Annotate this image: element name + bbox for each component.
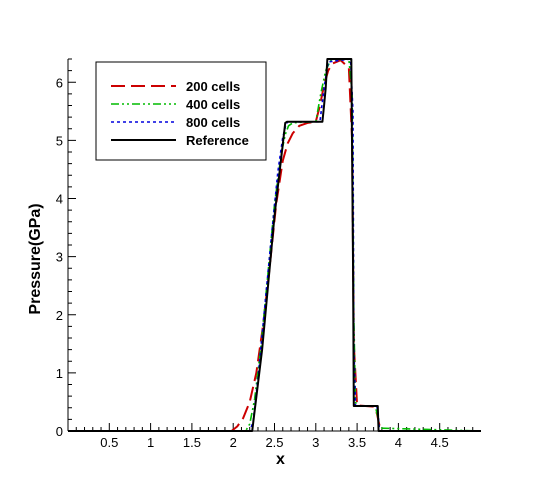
x-tick-label: 1 [147,435,154,450]
x-tick-label: 0.5 [100,435,118,450]
y-tick-label: 2 [56,308,63,323]
series-lines [68,58,482,432]
y-tick-label: 3 [56,250,63,265]
y-tick-label: 1 [56,366,63,381]
y-axis-title: Pressure(GPa) [27,203,44,314]
legend: 200 cells 400 cells 800 cells Reference [95,61,267,161]
legend-label: 200 cells [186,79,240,94]
x-tick-label: 1.5 [183,435,201,450]
legend-label: 800 cells [186,115,240,130]
x-tick-label: 2.5 [265,435,283,450]
series-line-reference [68,58,481,432]
y-tick-label: 6 [56,75,63,90]
y-tick-label: 4 [56,192,63,207]
series-line-800-cells [68,58,481,432]
x-tick-label: 3 [312,435,319,450]
x-tick-label: 4.5 [431,435,449,450]
x-axis-title: x [276,451,285,468]
legend-label: Reference [186,133,249,148]
x-tick-label: 2 [230,435,237,450]
legend-box [95,61,267,161]
y-tick-label: 5 [56,133,63,148]
x-tick-label: 4 [395,435,402,450]
legend-label: 400 cells [186,97,240,112]
y-tick-label: 0 [56,424,63,439]
x-tick-label: 3.5 [348,435,366,450]
